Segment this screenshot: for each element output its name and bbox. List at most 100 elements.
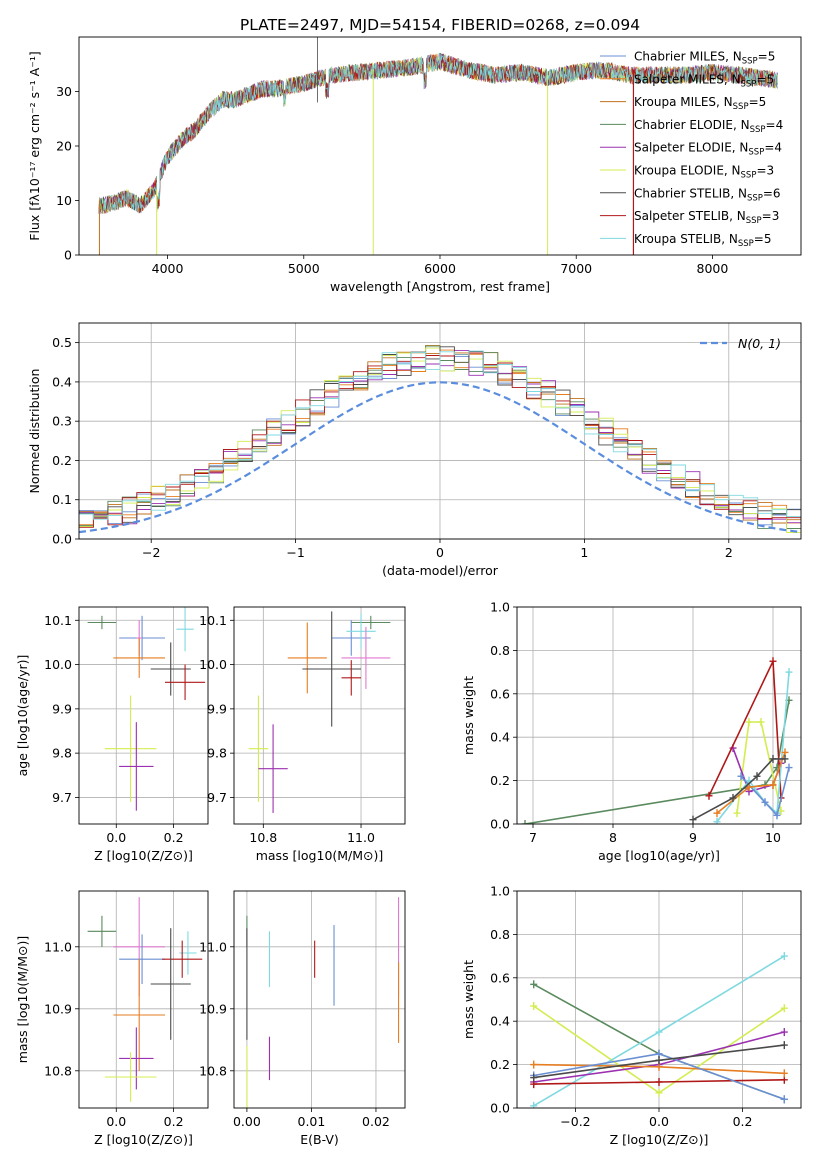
y-axis-label: Flux [fλ10⁻¹⁷ erg cm⁻² s⁻¹ A⁻¹] (27, 51, 42, 240)
x-tick-label: 1 (580, 545, 588, 560)
y-tick-label: 9.7 (207, 790, 227, 805)
y-tick-label: 9.9 (52, 701, 72, 716)
axes-weight_vs_age: 7 8 9 10 0.0 0.2 0.4 0.6 0.8 1.0 age [log10(age/yr… (461, 600, 802, 863)
y-tick-label: 10.0 (44, 657, 72, 672)
x-axis-label: age [log10(age/yr)] (598, 848, 720, 863)
axes-frame (233, 606, 406, 825)
x-axis-label: E(B-V) (300, 1132, 339, 1147)
x-tick-label: −0.2 (560, 1114, 590, 1129)
y-tick-label: 0.3 (52, 414, 72, 429)
y-tick-label: 0.8 (490, 927, 510, 942)
y-axis-label: mass weight (461, 960, 476, 1039)
x-tick-label: 10.8 (249, 830, 277, 845)
axes-spectrum: 4000 5000 6000 7000 8000 0 10 20 30 wavelength [A… (27, 36, 802, 294)
y-tick-label: 0.6 (490, 970, 510, 985)
axes-age_vs_mass: 10.8 11.0 9.7 9.8 9.9 10.0 10.1 mass [log10(M/M… (199, 606, 406, 863)
grid-lines (234, 607, 405, 824)
x-tick-label: 0.0 (106, 1114, 126, 1129)
ticks: 4000 5000 6000 7000 8000 0 10 20 30 (56, 84, 728, 276)
y-tick-label: 0.1 (52, 492, 72, 507)
x-tick-label: 10 (765, 830, 781, 845)
x-tick-label: 4000 (152, 261, 184, 276)
figure-title: PLATE=2497, MJD=54154, FIBERID=0268, z=0… (240, 16, 640, 34)
y-axis-label: age [log10(age/yr)] (15, 655, 30, 777)
legend-label: Chabrier ELODIE, NSSP=4 (634, 118, 783, 135)
y-tick-label: 9.8 (52, 746, 72, 761)
axes-residuals: −2 −1 0 1 2 0.0 0.1 0.2 0.3 0.4 0.5 N(0, 1) (data-mo… (27, 322, 802, 578)
mass-weight-line (736, 721, 782, 814)
ticks: 0.0 0.2 9.7 9.8 9.9 10.0 10.1 (44, 613, 183, 845)
y-tick-label: 10.8 (199, 1063, 227, 1078)
y-tick-label: 0.5 (52, 335, 72, 350)
y-tick-label: 0.8 (490, 643, 510, 658)
y-tick-label: 0 (64, 248, 72, 263)
y-tick-label: 0.0 (490, 1101, 510, 1116)
y-tick-label: 0.2 (490, 1057, 510, 1072)
y-tick-label: 10.9 (199, 1001, 227, 1016)
ticks: 0.00 0.01 0.02 10.8 10.9 11.0 (199, 939, 390, 1129)
y-axis-label: mass [log10(M/M⊙)] (15, 936, 30, 1064)
y-tick-label: 1.0 (490, 600, 510, 615)
x-tick-label: 2 (725, 545, 733, 560)
y-tick-label: 0.2 (52, 453, 72, 468)
x-tick-label: 0.02 (362, 1114, 390, 1129)
legend-label: Salpeter MILES, NSSP=5 (634, 72, 774, 89)
grid-lines (517, 606, 801, 825)
y-tick-label: 0.6 (490, 686, 510, 701)
axes-frame (78, 322, 802, 540)
y-tick-label: 20 (56, 139, 72, 154)
spectrum-legend: Chabrier MILES, NSSP=5 Salpeter MILES, NS… (600, 50, 783, 249)
axes-frame (78, 36, 802, 256)
axes-weight_vs_Z: −0.2 0.0 0.2 0.0 0.2 0.4 0.6 0.8 1.0 Z [log10(Z/Z… (461, 884, 802, 1147)
x-tick-label: −1 (286, 545, 304, 560)
x-axis-label: Z [log10(Z/Z⊙)] (610, 1132, 709, 1147)
grid-lines (79, 891, 208, 1108)
y-tick-label: 11.0 (199, 939, 227, 954)
ticks: 0.0 0.2 10.8 10.9 11.0 (44, 939, 183, 1129)
y-tick-label: 0.4 (490, 730, 510, 745)
spectrum-series-line (102, 52, 778, 214)
plot-area (248, 611, 391, 813)
x-axis-label: Z [log10(Z/Z⊙)] (94, 848, 193, 863)
x-tick-label: 5000 (288, 261, 320, 276)
histogram-step (79, 350, 801, 520)
plot-area (521, 657, 793, 824)
axes-frame (516, 606, 802, 825)
y-tick-label: 10.1 (44, 613, 72, 628)
y-axis-label: Normed distribution (27, 369, 42, 494)
ticks: 10.8 11.0 9.7 9.8 9.9 10.0 10.1 (199, 613, 375, 845)
x-tick-label: 11.0 (347, 830, 375, 845)
y-tick-label: 10 (56, 193, 72, 208)
axes-mass_vs_Z: 0.0 0.2 10.8 10.9 11.0 Z [log10(Z/Z⊙)] mass [l… (15, 890, 209, 1147)
plot-area (79, 345, 801, 534)
axes-frame (516, 890, 802, 1109)
legend-label: Kroupa MILES, NSSP=5 (634, 95, 766, 112)
x-tick-label: 6000 (424, 261, 456, 276)
x-tick-label: 0.00 (233, 1114, 261, 1129)
legend-label: Chabrier STELIB, NSSP=6 (634, 186, 781, 203)
axes-age_vs_Z: 0.0 0.2 9.7 9.8 9.9 10.0 10.1 Z [log10(Z/Z⊙)] ag… (15, 606, 209, 863)
y-tick-label: 0.4 (490, 1014, 510, 1029)
plot-area (87, 897, 203, 1102)
y-tick-label: 10.0 (199, 657, 227, 672)
y-axis-label: mass weight (461, 676, 476, 755)
x-tick-label: 0 (436, 545, 444, 560)
y-tick-label: 10.9 (44, 1001, 72, 1016)
grid-lines (234, 891, 405, 1108)
y-tick-label: 9.8 (207, 746, 227, 761)
x-axis-label: (data-model)/error (382, 563, 499, 578)
x-tick-label: 0.0 (649, 1114, 669, 1129)
plot-area (87, 607, 206, 811)
y-tick-label: 0.2 (490, 773, 510, 788)
y-tick-label: 30 (56, 84, 72, 99)
y-tick-label: 0.0 (490, 817, 510, 832)
axes-frame (78, 890, 209, 1109)
x-tick-label: 0.2 (164, 1114, 184, 1129)
axes-frame (233, 890, 406, 1109)
x-axis-label: wavelength [Angstrom, rest frame] (330, 279, 550, 294)
legend-label: Chabrier MILES, NSSP=5 (634, 50, 775, 67)
legend-label: Kroupa STELIB, NSSP=5 (634, 232, 772, 249)
y-tick-label: 0.0 (52, 532, 72, 547)
